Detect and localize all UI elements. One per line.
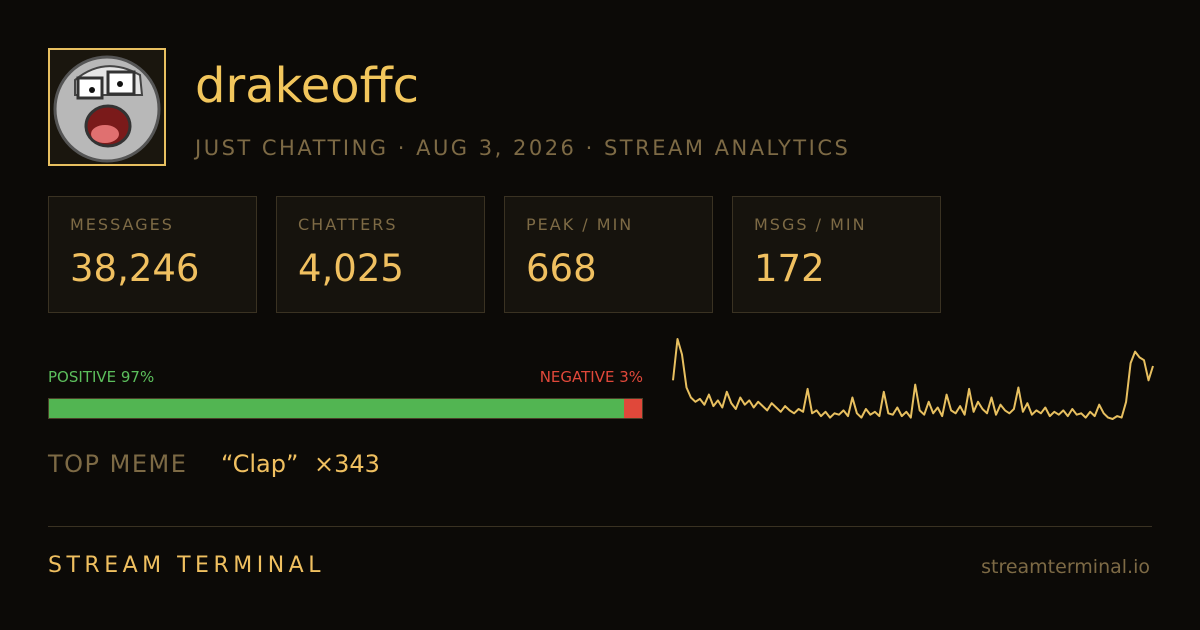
- stat-card: MESSAGES 38,246: [48, 196, 257, 313]
- sparkline-line: [672, 338, 1154, 420]
- top-meme-label: TOP MEME: [48, 450, 188, 478]
- positive-bar: [49, 399, 625, 418]
- sentiment-bar: [48, 398, 643, 419]
- stat-card: CHATTERS 4,025: [276, 196, 485, 313]
- brand: STREAM TERMINAL: [48, 553, 325, 578]
- username: drakeoffc: [195, 58, 420, 114]
- stat-value: 38,246: [70, 247, 200, 290]
- stat-label: MESSAGES: [70, 215, 174, 234]
- negative-bar: [624, 399, 642, 418]
- top-meme-count: ×343: [314, 450, 380, 478]
- stat-card: MSGS / MIN 172: [732, 196, 941, 313]
- subtitle: JUST CHATTING · AUG 3, 2026 · STREAM ANA…: [195, 136, 851, 160]
- top-meme: “Clap”: [221, 450, 299, 478]
- stat-card: PEAK / MIN 668: [504, 196, 713, 313]
- stat-label: PEAK / MIN: [526, 215, 634, 234]
- stat-value: 4,025: [298, 247, 404, 290]
- url: streamterminal.io: [981, 556, 1150, 578]
- stat-label: MSGS / MIN: [754, 215, 867, 234]
- stat-value: 668: [526, 247, 597, 290]
- negative-label: NEGATIVE 3%: [539, 368, 643, 386]
- stat-label: CHATTERS: [298, 215, 398, 234]
- avatar-image: [53, 55, 161, 163]
- sparkline: [672, 338, 1154, 420]
- divider: [48, 526, 1152, 527]
- stat-value: 172: [754, 247, 825, 290]
- positive-label: POSITIVE 97%: [48, 368, 155, 386]
- avatar: [48, 48, 166, 166]
